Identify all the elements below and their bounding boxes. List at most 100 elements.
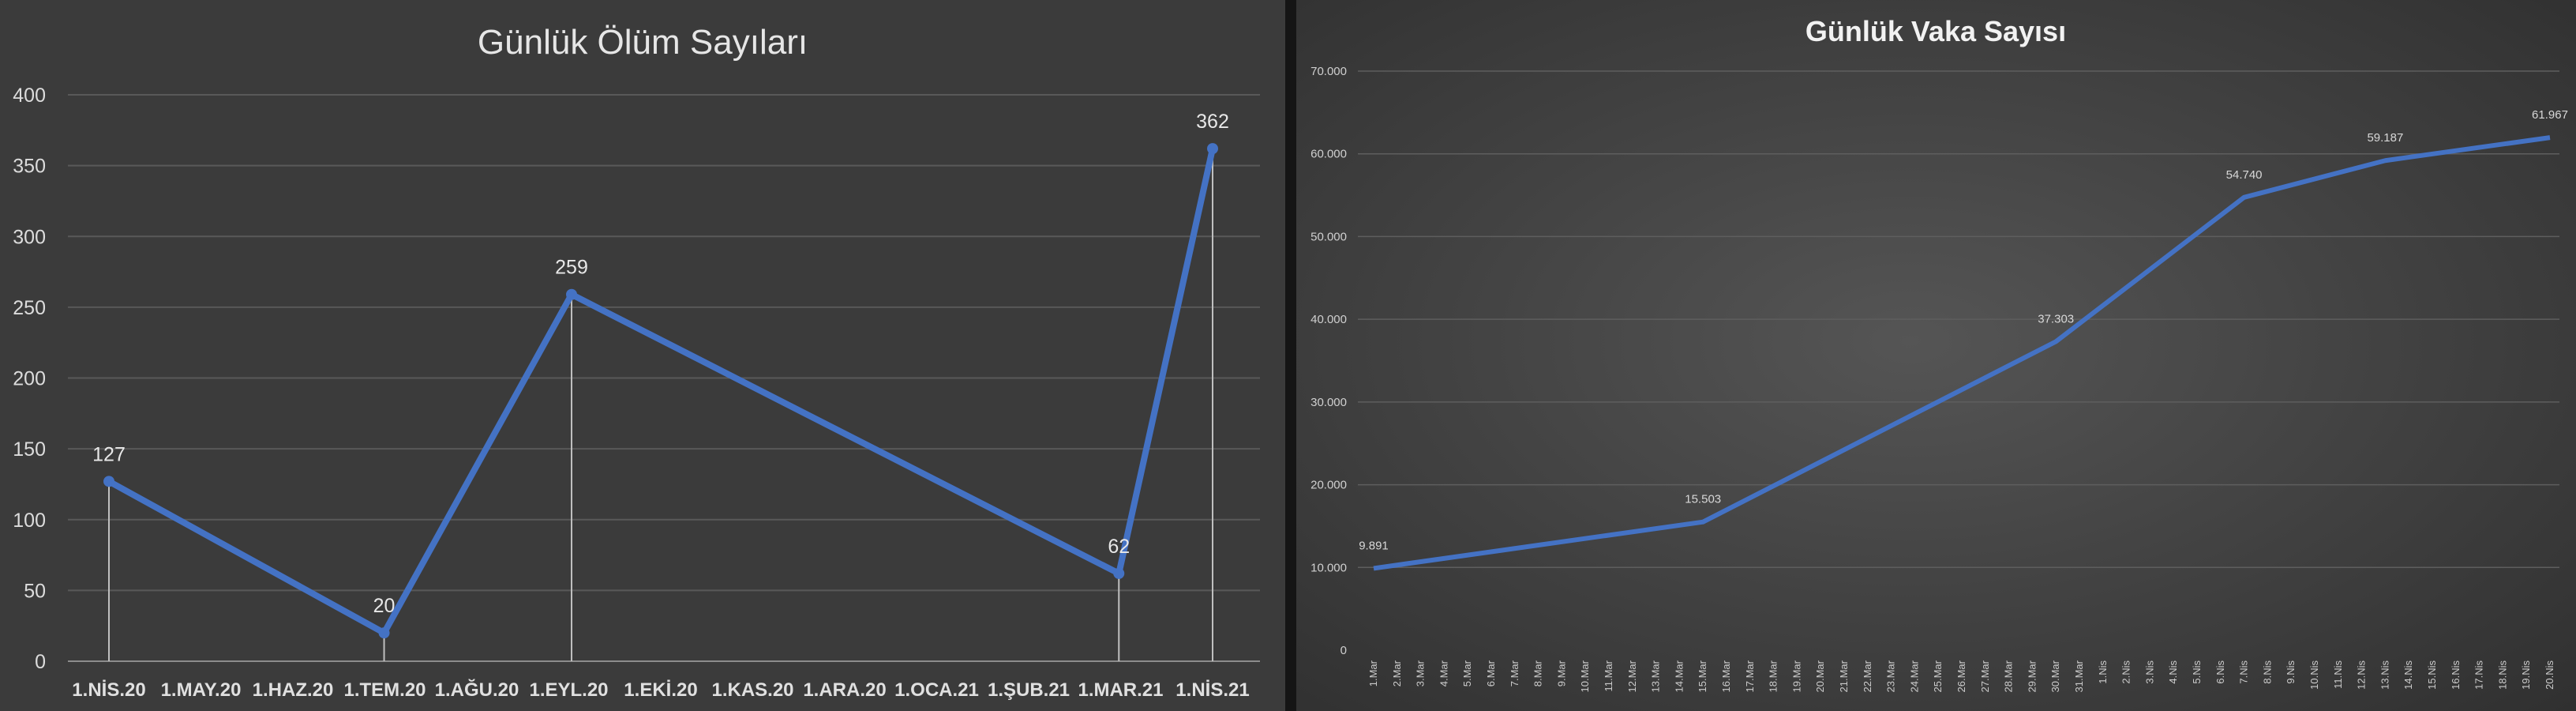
- case-x-tick-label: 11.Mar: [1603, 660, 1614, 691]
- case-x-tick-label: 28.Mar: [2003, 660, 2015, 692]
- case-x-tick-label: 9.Mar: [1555, 660, 1567, 687]
- case-x-tick-label: 18.Nis: [2496, 660, 2508, 690]
- case-data-label: 61.967: [2532, 108, 2568, 122]
- case-x-tick-label: 2.Mar: [1391, 660, 1403, 687]
- death-data-label: 127: [92, 443, 126, 465]
- case-x-tick-label: 20.Mar: [1814, 660, 1826, 692]
- death-data-point: [1207, 143, 1218, 155]
- death-data-point: [1113, 567, 1125, 579]
- death-series-line: [107, 148, 1216, 637]
- death-data-label: 20: [373, 595, 396, 617]
- death-y-tick-label: 300: [13, 226, 46, 248]
- death-data-label: 259: [555, 257, 588, 279]
- death-x-tick-label: 1.EYL.20: [529, 679, 608, 701]
- case-x-tick-label: 10.Mar: [1579, 660, 1591, 692]
- panel-divider: [1285, 0, 1296, 711]
- death-x-tick-label: 1.MAY.20: [161, 679, 242, 701]
- death-x-tick-label: 1.NİS.20: [72, 679, 145, 701]
- case-x-tick-label: 7.Mar: [1509, 660, 1520, 687]
- death-data-point: [566, 288, 578, 300]
- case-x-tick-label: 7.Nis: [2238, 660, 2250, 684]
- death-x-tick-label: 1.ŞUB.21: [988, 679, 1070, 701]
- case-x-tick-label: 1.Mar: [1367, 660, 1379, 687]
- case-data-label: 54.740: [2226, 168, 2263, 182]
- case-y-tick-label: 70.000: [1310, 65, 1347, 78]
- case-y-tick-label: 50.000: [1310, 230, 1347, 243]
- case-x-tick-label: 26.Mar: [1955, 660, 1967, 692]
- death-y-tick-label: 250: [13, 297, 46, 319]
- death-y-tick-label: 100: [13, 510, 46, 532]
- death-x-tick-label: 1.KAS.20: [711, 679, 793, 701]
- case-y-tick-label: 40.000: [1310, 313, 1347, 326]
- case-x-tick-label: 12.Mar: [1626, 660, 1638, 692]
- case-x-tick-label: 21.Mar: [1838, 660, 1850, 692]
- death-x-tick-label: 1.EKİ.20: [624, 679, 697, 701]
- case-data-label: 37.303: [2038, 312, 2074, 325]
- case-x-tick-label: 4.Nis: [2167, 660, 2179, 684]
- case-x-tick-label: 13.Nis: [2379, 660, 2390, 690]
- case-y-tick-label: 20.000: [1310, 479, 1347, 492]
- case-chart: Günlük Vaka Sayısı 0 10.000 20.000 30.000 40…: [1310, 15, 2568, 692]
- death-y-tick-label: 400: [13, 85, 46, 107]
- case-x-tick-label: 4.Mar: [1438, 660, 1449, 687]
- death-chart: Günlük Ölüm Sayıları 0 50 100 150 200 250 300 3…: [13, 23, 1260, 701]
- case-x-tick-label: 13.Mar: [1650, 660, 1662, 692]
- case-x-tick-label: 17.Nis: [2473, 660, 2485, 690]
- death-x-tick-label: 1.AĞU.20: [435, 679, 519, 701]
- case-x-tick-label: 5.Mar: [1461, 660, 1473, 687]
- case-x-tick-label: 6.Mar: [1485, 660, 1497, 687]
- case-chart-title: Günlük Vaka Sayısı: [1805, 15, 2066, 47]
- case-x-tick-label: 8.Nis: [2261, 660, 2273, 684]
- case-x-tick-label: 10.Nis: [2308, 660, 2320, 690]
- death-y-tick-label: 50: [24, 580, 46, 602]
- case-x-tick-label: 29.Mar: [2026, 660, 2038, 692]
- case-x-tick-label: 19.Nis: [2520, 660, 2532, 690]
- case-x-tick-label: 11.Nis: [2332, 660, 2344, 689]
- death-data-label: 362: [1196, 111, 1229, 133]
- death-y-tick-label: 150: [13, 438, 46, 461]
- case-chart-panel: Günlük Vaka Sayısı 0 10.000 20.000 30.000 40…: [1296, 0, 2576, 711]
- case-x-tick-label: 30.Mar: [2049, 660, 2061, 692]
- case-x-tick-label: 25.Mar: [1932, 660, 1944, 692]
- case-x-tick-label: 8.Mar: [1532, 660, 1544, 687]
- death-y-tick-label: 0: [35, 651, 46, 673]
- death-x-tick-label: 1.TEM.20: [343, 679, 426, 701]
- case-x-tick-label: 22.Mar: [1862, 660, 1873, 692]
- case-x-tick-label: 5.Nis: [2191, 660, 2203, 684]
- death-x-tick-label: 1.OCA.21: [894, 679, 979, 701]
- case-x-tick-label: 16.Nis: [2450, 660, 2462, 690]
- case-x-tick-label: 24.Mar: [1908, 660, 1920, 692]
- death-y-tick-label: 350: [13, 156, 46, 178]
- case-x-tick-label: 19.Mar: [1790, 660, 1802, 692]
- death-x-tick-label: 1.ARA.20: [803, 679, 886, 701]
- case-x-tick-label: 16.Mar: [1720, 660, 1732, 692]
- case-data-label: 15.503: [1685, 493, 1721, 506]
- death-data-point: [103, 476, 114, 487]
- case-x-tick-label: 12.Nis: [2356, 660, 2368, 690]
- case-data-label: 59.187: [2367, 131, 2403, 145]
- case-x-tick-label: 1.Nis: [2097, 660, 2109, 684]
- case-x-tick-label: 14.Nis: [2402, 660, 2414, 690]
- case-x-tick-label: 3.Mar: [1415, 660, 1427, 687]
- case-y-tick-label: 0: [1340, 644, 1347, 657]
- death-y-tick-label: 200: [13, 368, 46, 390]
- case-x-tick-label: 3.Nis: [2143, 660, 2155, 684]
- case-x-tick-label: 15.Nis: [2426, 660, 2438, 690]
- death-x-tick-label: 1.MAR.21: [1078, 679, 1163, 701]
- case-x-tick-label: 31.Mar: [2073, 660, 2085, 692]
- case-x-tick-label: 14.Mar: [1673, 660, 1685, 692]
- death-x-tick-label: 1.HAZ.20: [253, 679, 334, 701]
- case-series-line: [1373, 135, 2551, 571]
- case-x-tick-label: 17.Mar: [1744, 660, 1756, 692]
- case-x-tick-label: 20.Nis: [2544, 660, 2555, 690]
- case-x-tick-label: 23.Mar: [1885, 660, 1897, 692]
- case-y-tick-label: 60.000: [1310, 148, 1347, 161]
- death-x-tick-label: 1.NİS.21: [1176, 679, 1249, 701]
- case-x-tick-label: 6.Nis: [2214, 660, 2226, 684]
- case-y-tick-label: 10.000: [1310, 561, 1347, 574]
- death-data-point: [378, 627, 390, 639]
- death-data-label: 62: [1108, 536, 1130, 558]
- case-data-label: 9.891: [1359, 539, 1389, 552]
- case-x-tick-label: 15.Mar: [1697, 660, 1708, 692]
- case-x-tick-label: 2.Nis: [2120, 660, 2132, 684]
